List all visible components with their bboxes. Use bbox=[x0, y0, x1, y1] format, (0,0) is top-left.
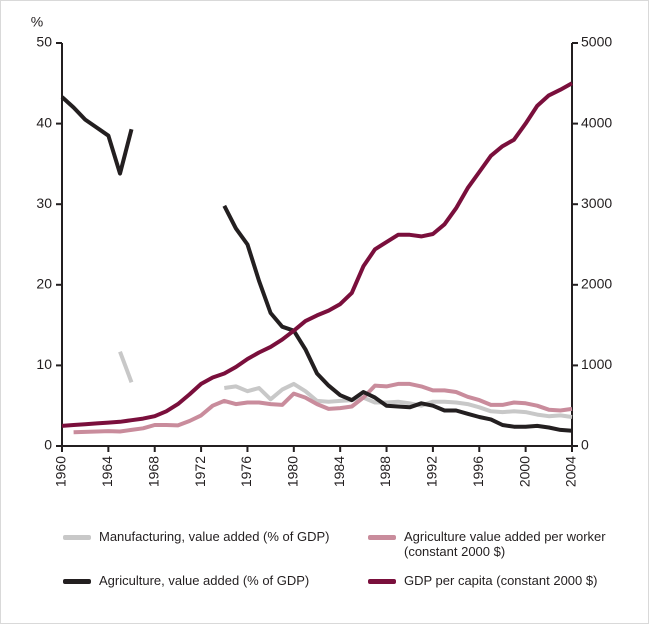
x-tick-label: 1992 bbox=[424, 456, 440, 487]
y-tick-label: 0 bbox=[44, 437, 52, 453]
y-tick-label: 50 bbox=[36, 34, 52, 50]
x-tick-label: 1968 bbox=[145, 456, 161, 487]
y2-tick-label: 5000 bbox=[581, 34, 612, 50]
x-tick-label: 2000 bbox=[516, 456, 532, 487]
legend-item: Agriculture value added per worker (cons… bbox=[368, 529, 613, 559]
legend: Manufacturing, value added (% of GDP) Agr… bbox=[63, 529, 623, 588]
series-line bbox=[60, 95, 573, 433]
legend-label: GDP per capita (constant 2000 $) bbox=[404, 573, 598, 588]
x-tick-label: 1980 bbox=[285, 456, 301, 487]
x-tick-label: 1972 bbox=[192, 456, 208, 487]
y-tick-label: 10 bbox=[36, 356, 52, 372]
y2-tick-label: 4000 bbox=[581, 114, 612, 130]
y2-tick-label: 2000 bbox=[581, 276, 612, 292]
y2-tick-label: 1000 bbox=[581, 356, 612, 372]
series-line bbox=[61, 81, 573, 428]
y2-tick-label: 3000 bbox=[581, 195, 612, 211]
y-tick-label: 20 bbox=[36, 276, 52, 292]
chart: % 0 10 20 30 40 50 0 1000 2000 3000 4000 5000 1960 19… bbox=[31, 14, 613, 487]
series-line bbox=[118, 350, 573, 419]
legend-label: Agriculture, value added (% of GDP) bbox=[99, 573, 310, 588]
y-axis-label: % bbox=[31, 14, 43, 30]
legend-swatch bbox=[63, 535, 91, 540]
legend-swatch bbox=[368, 535, 396, 540]
y-tick-label: 40 bbox=[36, 114, 52, 130]
x-tick-label: 1984 bbox=[331, 456, 347, 487]
x-tick-label: 1996 bbox=[470, 456, 486, 487]
y2-tick-label: 0 bbox=[581, 437, 589, 453]
x-tick-label: 1976 bbox=[238, 456, 254, 487]
legend-item: Agriculture, value added (% of GDP) bbox=[63, 573, 368, 588]
x-tick-label: 2004 bbox=[563, 456, 579, 487]
legend-label: Agriculture value added per worker (cons… bbox=[404, 529, 606, 559]
legend-swatch bbox=[368, 579, 396, 584]
legend-swatch bbox=[63, 579, 91, 584]
x-tick-label: 1964 bbox=[99, 456, 115, 487]
x-tick-label: 1988 bbox=[377, 456, 393, 487]
legend-item: GDP per capita (constant 2000 $) bbox=[368, 573, 613, 588]
y-tick-label: 30 bbox=[36, 195, 52, 211]
series-line bbox=[73, 381, 573, 435]
x-tick-label: 1960 bbox=[53, 456, 69, 487]
legend-label: Manufacturing, value added (% of GDP) bbox=[99, 529, 330, 544]
legend-item: Manufacturing, value added (% of GDP) bbox=[63, 529, 368, 559]
